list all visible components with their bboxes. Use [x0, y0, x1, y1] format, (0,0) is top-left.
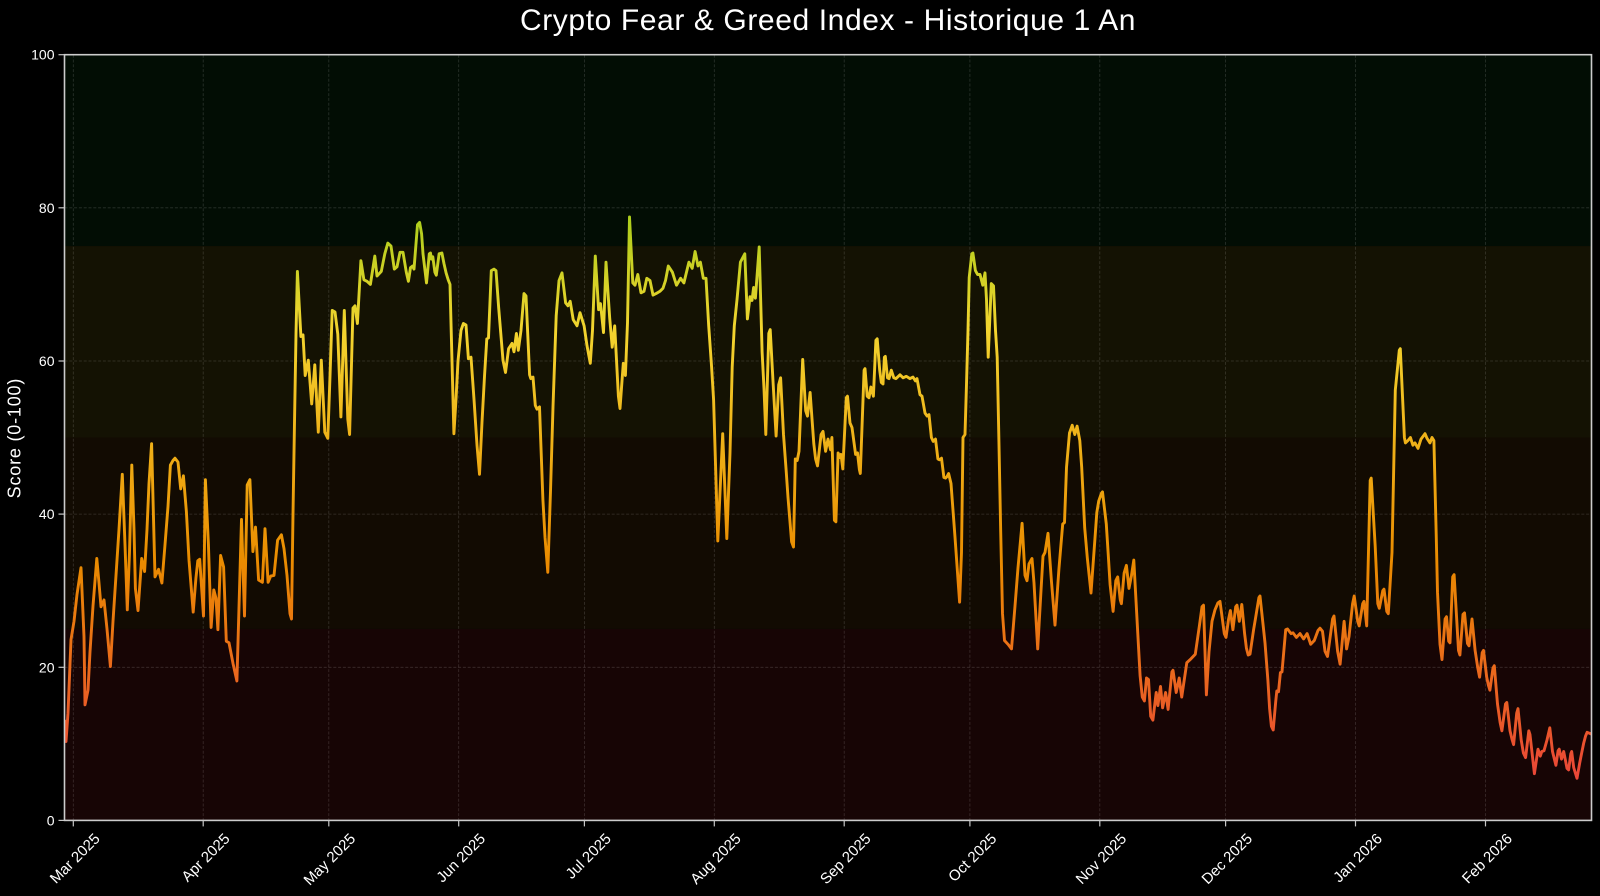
svg-text:Score (0-100): Score (0-100): [5, 378, 25, 498]
svg-text:20: 20: [39, 659, 55, 675]
svg-text:60: 60: [39, 353, 55, 369]
svg-text:100: 100: [31, 47, 55, 63]
svg-text:0: 0: [47, 812, 55, 828]
svg-text:80: 80: [39, 200, 55, 216]
svg-text:40: 40: [39, 506, 55, 522]
svg-text:Crypto Fear & Greed Index - Hi: Crypto Fear & Greed Index - Historique 1…: [520, 4, 1136, 37]
